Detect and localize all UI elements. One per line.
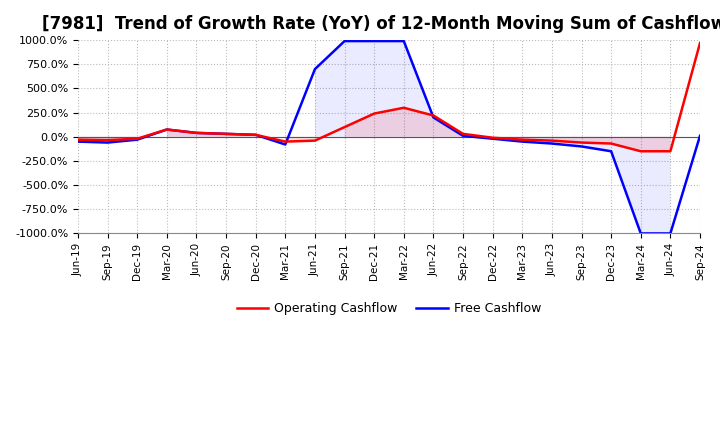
Operating Cashflow (696, 40, 704, 46)
Free Cashflow (251, 132, 260, 137)
Free Cashflow (459, 133, 467, 139)
Free Cashflow (488, 136, 497, 141)
Operating Cashflow (370, 111, 379, 116)
Free Cashflow (400, 38, 408, 44)
Operating Cashflow (429, 113, 438, 118)
Operating Cashflow (488, 135, 497, 140)
Operating Cashflow (341, 125, 349, 130)
Free Cashflow (73, 139, 82, 144)
Free Cashflow (577, 144, 586, 149)
Operating Cashflow (548, 138, 557, 143)
Operating Cashflow (103, 138, 112, 143)
Operating Cashflow (281, 139, 289, 144)
Title: [7981]  Trend of Growth Rate (YoY) of 12-Month Moving Sum of Cashflows: [7981] Trend of Growth Rate (YoY) of 12-… (42, 15, 720, 33)
Free Cashflow (429, 115, 438, 120)
Operating Cashflow (251, 132, 260, 137)
Free Cashflow (222, 131, 230, 136)
Line: Free Cashflow: Free Cashflow (78, 41, 700, 234)
Legend: Operating Cashflow, Free Cashflow: Operating Cashflow, Free Cashflow (232, 297, 546, 320)
Free Cashflow (163, 127, 171, 132)
Free Cashflow (636, 231, 645, 236)
Operating Cashflow (73, 137, 82, 142)
Free Cashflow (281, 142, 289, 147)
Line: Operating Cashflow: Operating Cashflow (78, 43, 700, 151)
Operating Cashflow (459, 131, 467, 136)
Free Cashflow (133, 137, 142, 142)
Operating Cashflow (518, 137, 526, 142)
Operating Cashflow (192, 130, 201, 136)
Free Cashflow (341, 38, 349, 44)
Operating Cashflow (607, 141, 616, 146)
Free Cashflow (192, 130, 201, 136)
Operating Cashflow (666, 149, 675, 154)
Free Cashflow (370, 38, 379, 44)
Free Cashflow (666, 231, 675, 236)
Operating Cashflow (163, 127, 171, 132)
Operating Cashflow (577, 140, 586, 145)
Operating Cashflow (222, 131, 230, 136)
Free Cashflow (696, 133, 704, 139)
Free Cashflow (548, 141, 557, 146)
Free Cashflow (103, 140, 112, 145)
Operating Cashflow (636, 149, 645, 154)
Free Cashflow (518, 139, 526, 144)
Operating Cashflow (133, 136, 142, 141)
Operating Cashflow (400, 105, 408, 110)
Free Cashflow (607, 149, 616, 154)
Operating Cashflow (310, 138, 319, 143)
Free Cashflow (310, 66, 319, 72)
